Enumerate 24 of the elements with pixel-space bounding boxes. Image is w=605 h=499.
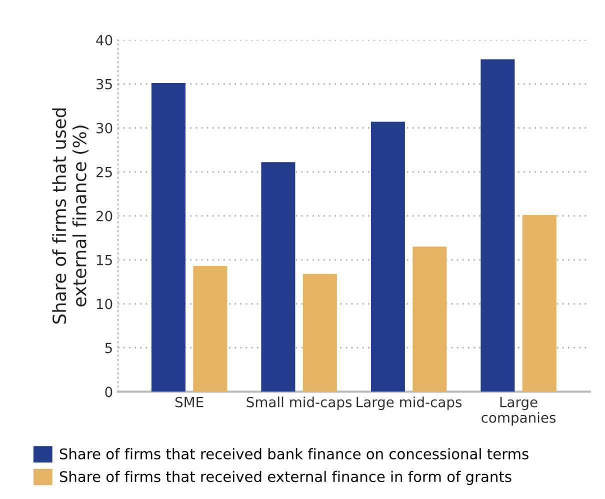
bar <box>370 122 405 392</box>
bar <box>480 59 515 392</box>
y-tick-label: 35 <box>96 78 112 90</box>
y-tick-label: 10 <box>96 298 112 310</box>
y-tick-label: 30 <box>96 122 112 134</box>
y-axis-title: Share of firms that used external finance (%) <box>52 108 89 324</box>
x-tick-label: Large companies <box>482 397 556 426</box>
bar <box>151 83 186 392</box>
x-tick-label: Small mid-caps <box>246 396 352 410</box>
bar <box>412 246 447 392</box>
y-tick-label: 40 <box>96 34 112 46</box>
bar <box>193 266 228 392</box>
x-tick-label: SME <box>175 396 204 408</box>
bar <box>261 162 296 392</box>
y-tick-label: 0 <box>105 386 112 398</box>
y-tick-label: 25 <box>96 166 112 178</box>
y-tick-label: 20 <box>96 210 112 222</box>
bar <box>522 214 556 392</box>
y-tick-label: 5 <box>105 342 112 354</box>
legend-label: Share of firms that received bank finance on concessional terms <box>60 448 528 460</box>
legend-label: Share of firms that received external finance in form of grants <box>60 470 512 485</box>
bar <box>302 274 337 392</box>
y-tick-label: 15 <box>96 254 112 266</box>
x-tick-label: Large mid-caps <box>356 396 462 410</box>
